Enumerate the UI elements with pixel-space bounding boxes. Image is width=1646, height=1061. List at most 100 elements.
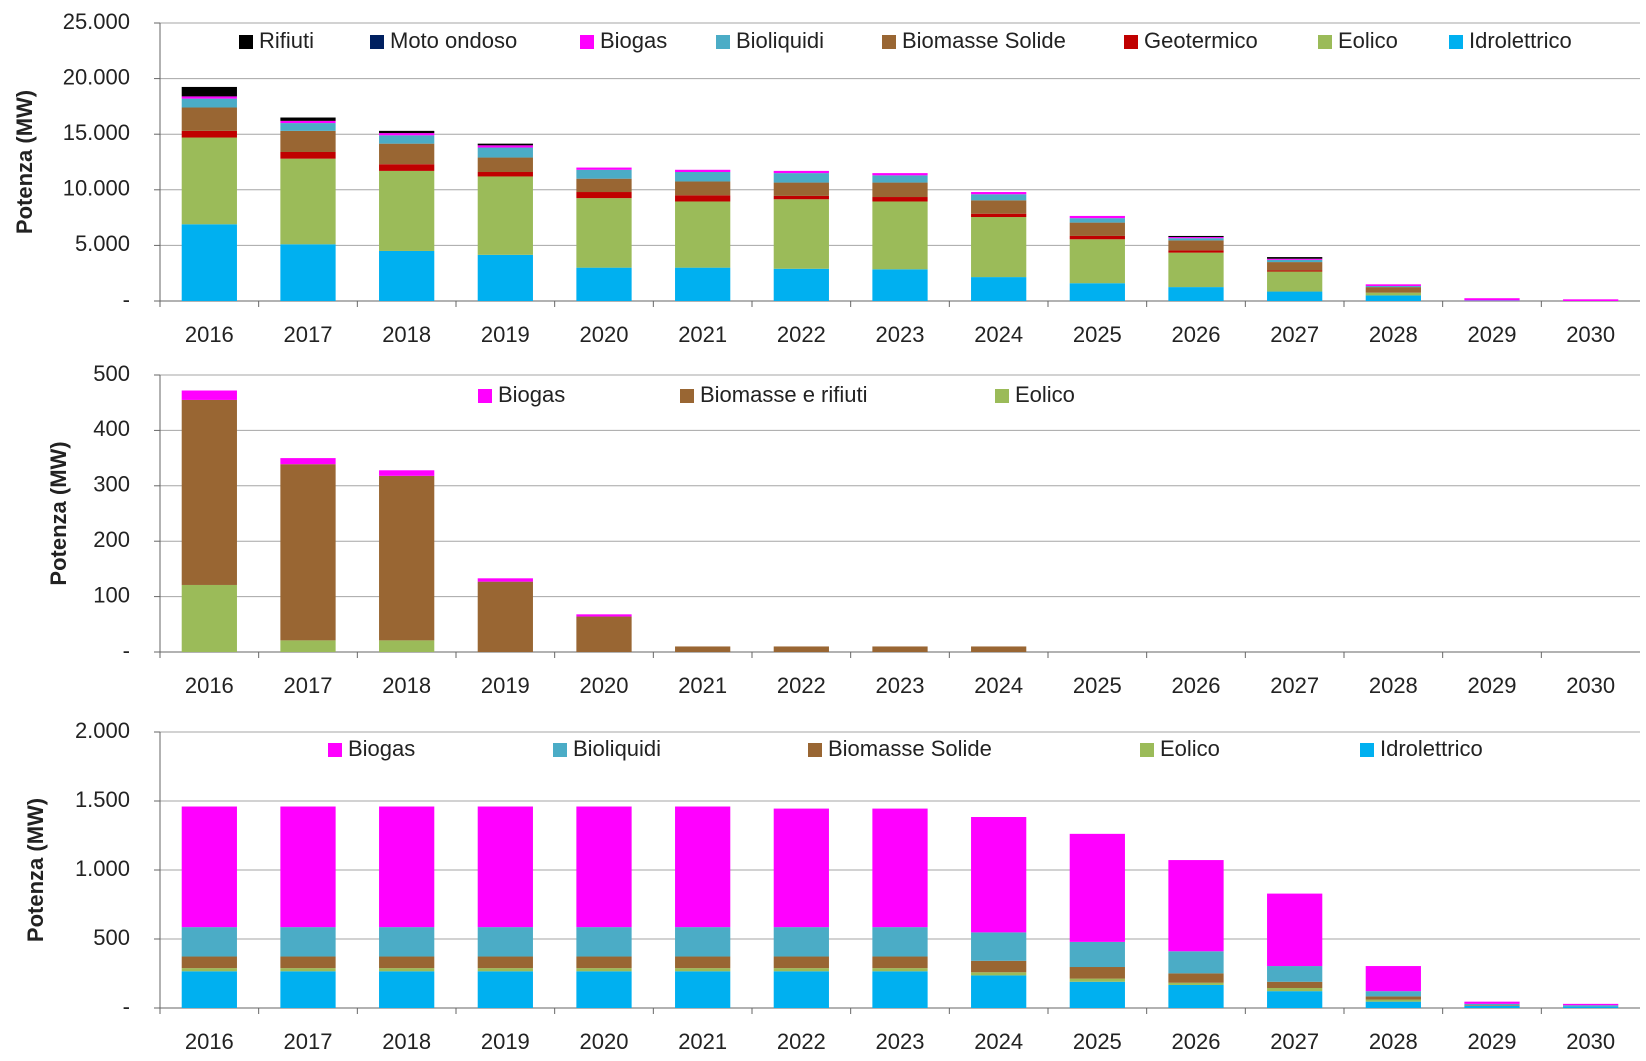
x-tick-label: 2020 [580, 673, 629, 698]
x-tick-label: 2025 [1073, 673, 1122, 698]
bar-segment [181, 137, 237, 225]
x-tick-label: 2027 [1270, 322, 1319, 347]
x-tick-label: 2016 [185, 322, 234, 347]
bar-segment [181, 98, 237, 108]
bar-segment [379, 640, 435, 652]
legend-label: Idrolettrico [1380, 736, 1483, 761]
bar-segment [379, 968, 435, 972]
bar-segment [379, 133, 435, 136]
bar-segment [1563, 1003, 1619, 1006]
bar-segment [576, 198, 632, 268]
x-tick-label: 2021 [678, 673, 727, 698]
bar-segment [181, 968, 237, 972]
bar-segment [576, 169, 632, 179]
x-tick-label: 2030 [1566, 322, 1615, 347]
bar-segment [1464, 1005, 1520, 1006]
bar-segment [773, 170, 829, 174]
bar-segment [1365, 999, 1421, 1002]
x-tick-label: 2018 [382, 673, 431, 698]
bar-segment [1365, 287, 1421, 293]
bar-segment [477, 806, 533, 928]
bar-segment [576, 956, 632, 969]
bar-segment [1267, 981, 1323, 988]
bar-segment [773, 195, 829, 200]
x-tick-label: 2022 [777, 673, 826, 698]
x-tick-label: 2025 [1073, 1029, 1122, 1054]
x-tick-label: 2027 [1270, 1029, 1319, 1054]
bar-segment [872, 968, 928, 972]
bar-segment [773, 268, 829, 301]
bar-segment [872, 201, 928, 270]
bar-segment [379, 475, 435, 641]
x-tick-label: 2017 [284, 673, 333, 698]
bar-segment [872, 269, 928, 301]
bar-segment [181, 971, 237, 1008]
bar-segment [379, 143, 435, 165]
bar-segment [477, 147, 533, 158]
bar-segment [1267, 987, 1323, 992]
bar-segment [773, 646, 829, 652]
bar-segment [181, 130, 237, 138]
bar-segment [1365, 996, 1421, 1000]
y-tick-label: 400 [93, 416, 130, 441]
bar-segment [280, 971, 336, 1008]
bar-segment [1464, 300, 1520, 301]
bar-segment [477, 254, 533, 301]
bar-segment [280, 464, 336, 641]
bar-segment [280, 244, 336, 301]
bar-segment [1069, 978, 1125, 982]
bar-segment [1168, 860, 1224, 952]
x-tick-label: 2018 [382, 322, 431, 347]
bar-segment [971, 646, 1027, 652]
bar-segment [280, 640, 336, 652]
bar-segment [181, 224, 237, 301]
x-tick-label: 2028 [1369, 1029, 1418, 1054]
y-axis-title: Potenza (MW) [46, 441, 71, 585]
bar-segment [181, 96, 237, 99]
bar-segment [181, 956, 237, 969]
x-tick-label: 2024 [974, 1029, 1023, 1054]
bar-segment [280, 123, 336, 131]
x-tick-label: 2026 [1172, 322, 1221, 347]
bar-segment [1365, 1001, 1421, 1008]
legend-swatch [328, 743, 342, 757]
legend-swatch [370, 35, 384, 49]
bar-segment [477, 578, 533, 582]
bar-segment [971, 972, 1027, 976]
x-tick-label: 2027 [1270, 673, 1319, 698]
bar-segment [1069, 222, 1125, 236]
y-tick-label: - [123, 638, 130, 663]
bar-segment [576, 971, 632, 1008]
bar-segment [1168, 951, 1224, 974]
bar-segment [1267, 271, 1323, 292]
legend-label: Eolico [1015, 382, 1075, 407]
x-tick-label: 2022 [777, 322, 826, 347]
bar-segment [1464, 1003, 1520, 1006]
y-tick-label: 2.000 [75, 718, 130, 743]
bar-segment [1464, 1005, 1520, 1008]
bar-segment [280, 458, 336, 465]
bar-segment [1267, 259, 1323, 263]
bar-segment [280, 956, 336, 969]
bar-segment [576, 616, 632, 652]
legend-swatch [580, 35, 594, 49]
bar-segment [280, 151, 336, 159]
bar-segment [773, 173, 829, 183]
x-tick-label: 2026 [1172, 1029, 1221, 1054]
bar-segment [1267, 291, 1323, 301]
legend-label: Moto ondoso [390, 28, 517, 53]
bar-segment [181, 584, 237, 652]
bar-segment [773, 927, 829, 957]
x-tick-label: 2029 [1468, 673, 1517, 698]
legend-swatch [808, 743, 822, 757]
bar-segment [181, 806, 237, 928]
legend-label: Biomasse Solide [902, 28, 1066, 53]
bar-segment [872, 173, 928, 176]
bar-segment [576, 267, 632, 301]
bar-segment [1267, 258, 1323, 260]
bar-segment [675, 195, 731, 202]
x-tick-label: 2024 [974, 322, 1023, 347]
legend-swatch [1318, 35, 1332, 49]
bar-segment [675, 806, 731, 928]
bar-segment [181, 390, 237, 400]
